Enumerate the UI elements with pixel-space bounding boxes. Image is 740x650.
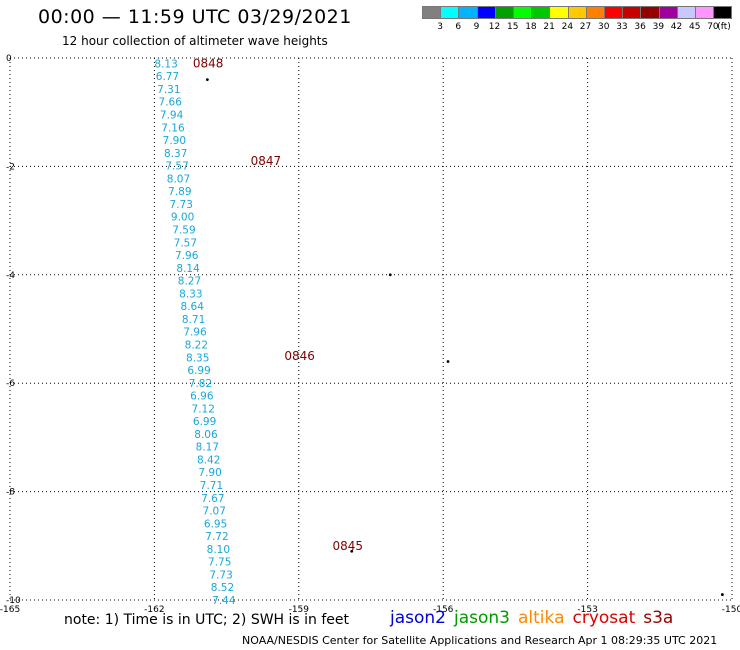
- swh-value: 7.73: [209, 569, 232, 581]
- swh-value: 7.73: [170, 199, 193, 211]
- generation-timestamp: Apr 1 08:29:35 UTC 2021: [578, 634, 718, 647]
- x-tick-label: -156: [433, 605, 454, 615]
- swh-value: 8.06: [194, 429, 218, 441]
- satellite-label: cryosat: [572, 608, 636, 628]
- x-tick-label: -162: [144, 605, 164, 615]
- legend-tick-label: 36: [634, 22, 646, 32]
- swh-value: 7.96: [183, 327, 207, 339]
- footer-note: note: 1) Time is in UTC; 2) SWH is in fe…: [64, 612, 350, 628]
- legend-tick-label: 24: [561, 22, 574, 32]
- swh-value: 7.75: [208, 557, 231, 569]
- swh-value: 9.00: [171, 212, 194, 224]
- lat-lon-grid: [9, 57, 733, 601]
- y-tick-label: 0: [6, 54, 12, 64]
- legend-tick-label: 15: [507, 22, 519, 32]
- y-tick-label: -2: [6, 162, 15, 172]
- island-markers: [205, 78, 724, 596]
- legend-tick-label: 33: [616, 22, 628, 32]
- swh-value: 8.35: [186, 352, 209, 364]
- swh-value: 8.10: [207, 544, 230, 556]
- swh-value: 8.37: [164, 148, 187, 160]
- axis-tick-labels: -165 -162 -159 -156 -153 -150 0 -2 -4 -6 -8 -10: [0, 54, 740, 615]
- legend-tick-label: 30: [598, 22, 610, 32]
- swh-value: 6.99: [187, 365, 210, 377]
- swh-value: 8.71: [182, 314, 205, 326]
- swh-value: 7.89: [168, 186, 191, 198]
- island-dot: [388, 273, 392, 277]
- legend-tick-label: 70: [707, 22, 719, 32]
- satellite-label: altika: [518, 608, 565, 628]
- swh-value: 8.64: [181, 301, 205, 313]
- swh-value: 8.22: [185, 339, 208, 351]
- legend-swatch: [713, 6, 733, 19]
- legend-tick-label: 42: [670, 22, 683, 32]
- x-tick-label: -150: [722, 605, 740, 615]
- island-dot: [446, 360, 450, 363]
- satellite-label: jason2: [390, 608, 446, 628]
- swh-value: 6.99: [193, 416, 216, 428]
- island-dot: [350, 549, 354, 553]
- swh-value: 6.96: [190, 391, 214, 403]
- island-dot: [205, 78, 209, 82]
- y-tick-label: -8: [6, 488, 15, 498]
- x-tick-label: -159: [289, 605, 310, 615]
- y-tick-label: -10: [6, 596, 21, 606]
- y-tick-label: -4: [6, 271, 15, 281]
- swh-value: 7.67: [201, 493, 224, 505]
- legend-tick-label: 27: [579, 22, 592, 32]
- swh-value: 7.94: [160, 110, 184, 122]
- legend-tick-label: 6: [455, 22, 462, 32]
- x-tick-label: -165: [0, 605, 20, 615]
- swh-value: 7.90: [198, 467, 221, 479]
- swh-value: 7.82: [189, 378, 212, 390]
- swh-value: 7.57: [165, 161, 188, 173]
- swh-value: 7.90: [163, 135, 186, 147]
- map-subtitle: 12 hour collection of altimeter wave hei…: [62, 34, 328, 48]
- legend-tick-label: 18: [525, 22, 537, 32]
- swh-value: 6.95: [204, 518, 227, 530]
- swh-value: 7.12: [192, 403, 215, 415]
- legend-unit: (ft): [717, 22, 731, 32]
- y-tick-label: -6: [6, 379, 15, 389]
- credit-line: NOAA/NESDIS Center for Satellite Applica…: [242, 634, 576, 647]
- swh-value: 8.13: [154, 58, 177, 70]
- swh-value: 8.27: [178, 276, 201, 288]
- altimeter-track: 8.136.777.317.667.947.167.908.377.578.07…: [154, 58, 235, 607]
- x-tick-label: -153: [577, 605, 597, 615]
- legend-tick-label: 9: [473, 22, 480, 32]
- satellite-label: s3a: [643, 608, 674, 628]
- swh-value: 8.42: [197, 454, 220, 466]
- swh-value: 7.57: [174, 237, 197, 249]
- swh-value: 7.07: [203, 506, 226, 518]
- legend-tick-label: 3: [437, 22, 443, 32]
- swh-value: 6.77: [156, 71, 179, 83]
- time-label: 0848: [193, 56, 224, 70]
- satellite-legend: jason2 jason3 altika cryosat s3a: [390, 608, 681, 628]
- satellite-label: jason3: [454, 608, 510, 628]
- swh-value: 7.96: [175, 250, 199, 262]
- swh-value: 7.44: [212, 595, 236, 607]
- swh-value: 8.52: [211, 582, 234, 594]
- swh-value: 7.72: [205, 531, 228, 543]
- island-dot: [720, 593, 724, 596]
- swh-value: 8.17: [196, 442, 219, 454]
- time-label: 0847: [251, 154, 282, 168]
- swh-value: 7.71: [200, 480, 223, 492]
- swh-value: 8.07: [167, 173, 190, 185]
- legend-tick-label: 45: [689, 22, 701, 32]
- time-labels: 0848 0847 0846 0845: [193, 56, 363, 552]
- swh-value: 7.16: [161, 122, 185, 134]
- swh-value: 7.59: [172, 225, 195, 237]
- time-label: 0845: [332, 539, 363, 553]
- swh-value: 7.66: [159, 97, 183, 109]
- swh-value: 7.31: [157, 84, 180, 96]
- time-label: 0846: [284, 349, 315, 363]
- legend-tick-label: 39: [652, 22, 665, 32]
- legend-tick-label: 12: [488, 22, 501, 32]
- swh-value: 8.33: [179, 288, 202, 300]
- map-title: 00:00 — 11:59 UTC 03/29/2021: [38, 6, 352, 28]
- legend-tick-label: 21: [543, 22, 555, 32]
- swh-value: 8.14: [176, 263, 200, 275]
